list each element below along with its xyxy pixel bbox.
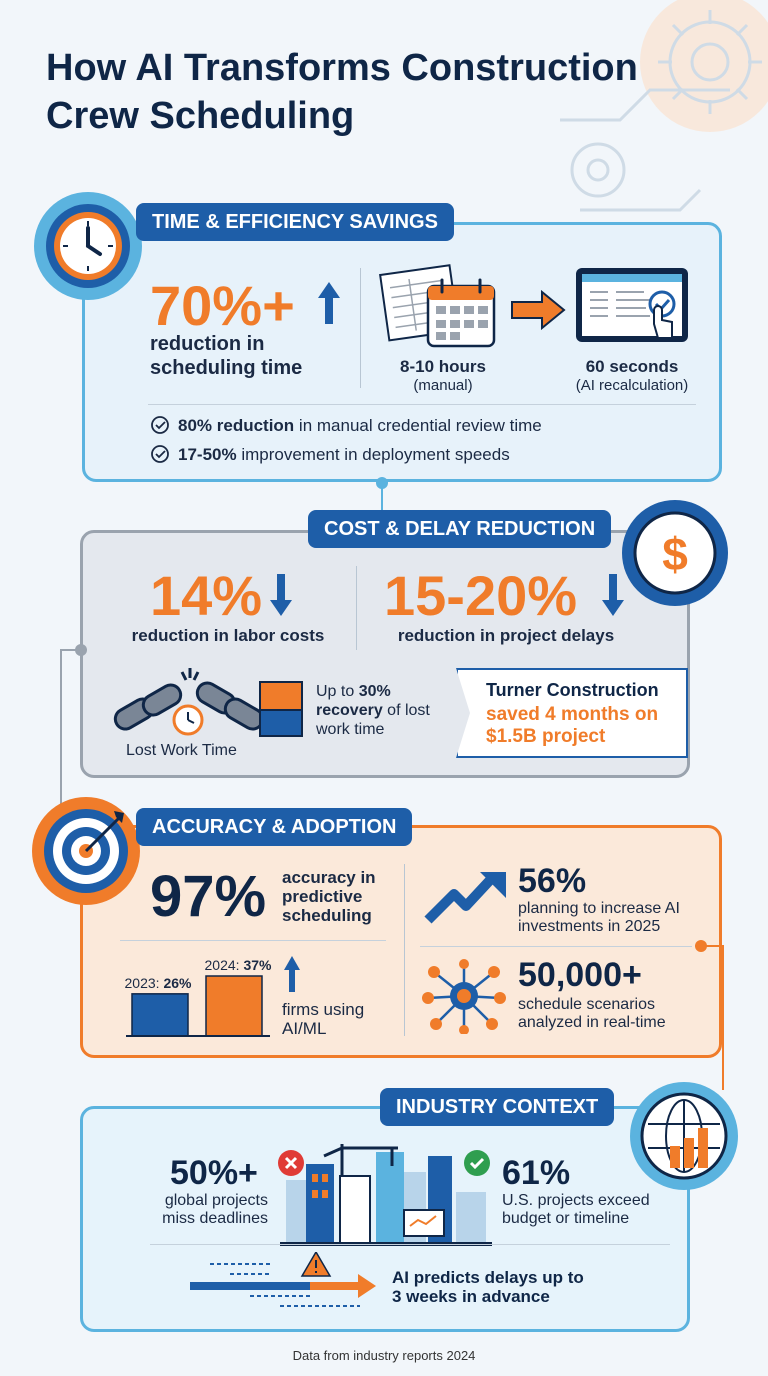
connector-line [381,482,383,520]
divider [148,404,696,405]
over-budget-stat: 61% [502,1154,571,1192]
scenario-caption: schedule scenarios analyzed in real-time [518,996,666,1031]
scheduling-time-stat: 70%+ [150,274,295,337]
missed-deadline-stat: 50%+ [170,1154,258,1192]
connector-line [704,945,724,947]
section-label-time: TIME & EFFICIENCY SAVINGS [136,203,454,241]
project-delay-stat: 15-20% [384,564,578,627]
connector-line [60,649,62,809]
divider [360,268,361,388]
bar-2024 [205,975,263,1037]
case-study-result: saved 4 months on $1.5B project [486,704,659,747]
connector-line [60,649,82,651]
calendar-spreadsheet-icon [379,264,496,348]
section-label-industry: INDUSTRY CONTEXT [380,1088,615,1126]
divider [356,566,357,650]
success-check-icon [464,1150,490,1176]
network-nodes-icon [422,959,506,1034]
section-label-cost: COST & DELAY REDUCTION [308,510,612,548]
target-icon [32,797,140,905]
connector-dot [75,644,87,656]
ai-screen-icon [576,268,688,342]
over-budget-caption: U.S. projects exceed budget or timeline [502,1192,650,1227]
adoption-caption: firms using AI/ML [282,1000,365,1038]
check-circle-icon [151,416,169,434]
time-efficiency-panel [82,222,722,482]
broken-chain-icon [113,668,265,736]
labor-cost-caption: reduction in labor costs [131,626,325,645]
labor-cost-stat: 14% [150,564,263,627]
bullet-credential-review: 80% reduction in manual credential revie… [178,416,542,435]
clock-icon [34,192,142,300]
project-delay-caption: reduction in project delays [397,626,615,645]
missed-deadline-caption: global projects miss deadlines [162,1192,268,1227]
bullet-deployment-speed: 17-50% improvement in deployment speeds [178,445,510,464]
section-label-accuracy: ACCURACY & ADOPTION [136,808,413,846]
scenario-stat: 50,000+ [518,956,642,994]
lost-work-label: Lost Work Time [126,742,237,759]
check-circle-icon [151,445,169,463]
accuracy-caption: accuracy in predictive scheduling [282,868,376,925]
ai-time-value: 60 seconds [585,357,679,376]
background-gear-icon [560,0,768,212]
scheduling-time-caption: reduction in scheduling time [150,333,303,379]
trend-up-icon [424,872,506,924]
error-x-icon [278,1150,304,1176]
divider [150,1244,670,1245]
up-arrow-icon [318,282,340,324]
down-arrow-icon [270,574,292,616]
up-arrow-icon [284,956,300,992]
case-study-card [456,668,688,758]
investment-stat: 56% [518,862,587,900]
divider [404,864,405,1036]
ai-time-note: (AI recalculation) [575,377,689,394]
bar-2023 [131,993,189,1037]
recovery-text: Up to 30% recovery of lost work time [316,683,430,738]
svg-text:$: $ [662,528,688,580]
dollar-icon: $ [622,500,728,606]
footer-source: Data from industry reports 2024 [292,1348,476,1363]
recovery-block-icon [259,681,303,737]
adoption-bar-chart: 2023: 26% 2024: 37% [125,957,273,1037]
right-arrow-icon [511,290,566,330]
manual-time-note: (manual) [413,377,473,394]
accuracy-stat: 97% [150,864,267,929]
timeline-warning-icon [190,1252,376,1307]
divider [420,946,692,947]
down-arrow-icon [602,574,624,616]
investment-caption: planning to increase AI investments in 2… [518,900,680,935]
bar-label-2023: 2023: 26% [125,975,193,991]
globe-chart-icon [630,1082,738,1190]
manual-time-value: 8-10 hours [400,357,486,376]
connector-dot [695,940,707,952]
city-construction-icon [280,1144,492,1246]
case-study-name: Turner Construction [486,680,659,700]
connector-dot [376,477,388,489]
page-title: How AI Transforms Construction Crew Sche… [46,47,638,137]
bar-label-2024: 2024: 37% [205,957,273,973]
predict-text: AI predicts delays up to 3 weeks in adva… [392,1268,584,1306]
divider [120,940,386,941]
connector-line [722,946,724,1090]
